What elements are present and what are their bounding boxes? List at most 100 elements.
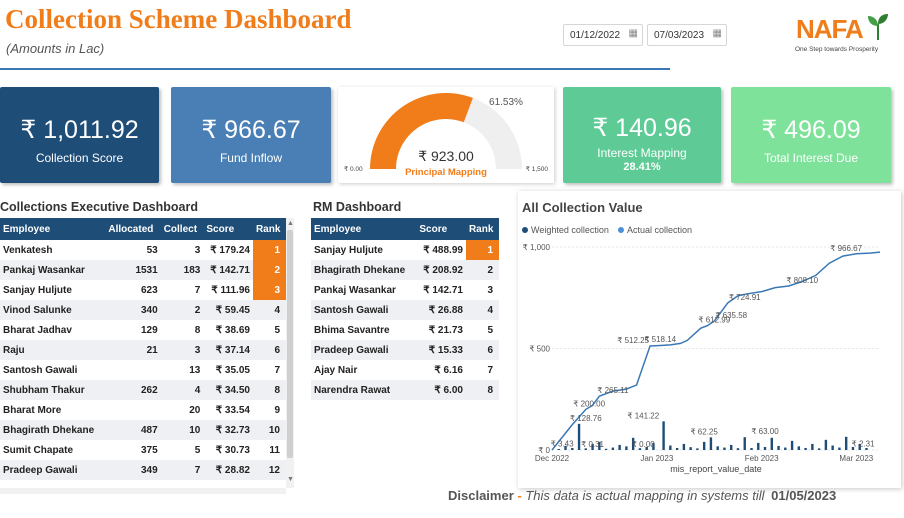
weighted-collection-bar[interactable]	[696, 448, 699, 450]
weighted-collection-bar[interactable]	[702, 441, 706, 450]
date-from-value: 01/12/2022	[570, 30, 621, 41]
weighted-collection-bar[interactable]	[736, 448, 740, 450]
weighted-collection-bar[interactable]	[723, 447, 726, 450]
column-header[interactable]: Employee	[0, 218, 106, 240]
table-cell: 487	[105, 420, 161, 440]
table-cell: 13	[189, 364, 201, 376]
weighted-collection-bar[interactable]	[577, 423, 581, 450]
weighted-collection-bar[interactable]	[804, 447, 807, 450]
rm-table: Employee Score Rank Sanjay Huljute ₹ 488.99…	[311, 218, 499, 400]
weighted-collection-bar[interactable]	[844, 436, 848, 450]
weighted-collection-bar[interactable]	[682, 443, 686, 450]
table-row[interactable]: Pradeep Gawali 349 7 ₹ 28.82 12	[0, 460, 286, 480]
column-header[interactable]: Allocated	[105, 218, 161, 240]
kpi-collection-score[interactable]: ₹ 1,011.92 Collection Score	[0, 87, 159, 183]
weighted-collection-bar[interactable]	[831, 445, 834, 450]
table-row[interactable]: Sanjay Huljute 623 7 ₹ 111.96 3	[0, 280, 286, 300]
date-from-input[interactable]: 01/12/2022 ▦	[563, 24, 643, 46]
table-row[interactable]: Vinod Salunke 340 2 ₹ 59.45 4	[0, 300, 286, 320]
principal-mapping-gauge[interactable]: ₹ 923.00 Principal Mapping ₹ 0.00 ₹ 1,500 61…	[338, 87, 554, 183]
weighted-collection-bar[interactable]	[571, 447, 574, 450]
weighted-collection-bar[interactable]	[743, 437, 746, 450]
scroll-up-icon[interactable]: ▲	[287, 220, 294, 227]
calendar-icon[interactable]: ▦	[628, 28, 638, 39]
table-row[interactable]: Ajay Nair ₹ 6.16 7	[311, 360, 499, 380]
column-header[interactable]: Score	[416, 218, 466, 240]
weighted-collection-bar[interactable]	[675, 447, 679, 450]
weighted-collection-bar[interactable]	[790, 440, 794, 450]
table-row[interactable]: Pankaj Wasankar 1531 183 ₹ 142.71 2	[0, 260, 286, 280]
column-header[interactable]: Rank	[252, 218, 286, 240]
table-row[interactable]: Santosh Gawali ₹ 26.88 4	[311, 300, 499, 320]
weighted-collection-bar[interactable]	[564, 445, 567, 450]
date-to-input[interactable]: 07/03/2023 ▦	[647, 24, 727, 46]
weighted-collection-bar[interactable]	[662, 421, 665, 450]
column-header[interactable]: Collect	[160, 218, 204, 240]
weighted-collection-bar[interactable]	[689, 447, 692, 450]
weighted-collection-bar[interactable]	[709, 437, 713, 450]
weighted-collection-bar[interactable]	[638, 448, 642, 450]
table-row[interactable]: Sanjay Huljute ₹ 488.99 1	[311, 240, 499, 260]
table-row[interactable]: Bharat Jadhav 129 8 ₹ 38.69 5	[0, 320, 286, 340]
legend-item[interactable]: Weighted collection	[531, 225, 609, 235]
table-row[interactable]: Pradeep Gawali ₹ 15.33 6	[311, 340, 499, 360]
weighted-collection-bar[interactable]	[763, 446, 767, 450]
weighted-collection-bar[interactable]	[669, 445, 672, 450]
collections-scrollbar[interactable]: ▲ ▼	[286, 218, 294, 488]
table-row[interactable]: Sumit Chapate 375 5 ₹ 30.73 11	[0, 440, 286, 460]
horizontal-scrollbar[interactable]	[0, 488, 286, 494]
table-row[interactable]: Narendra Rawat ₹ 6.00 8	[311, 380, 499, 400]
weighted-collection-bar[interactable]	[611, 447, 615, 450]
y-tick-label: ₹ 0	[538, 446, 550, 455]
kpi-total-interest-due[interactable]: ₹ 496.09 Total Interest Due	[731, 87, 891, 183]
calendar-icon[interactable]: ▦	[712, 28, 722, 39]
kpi-fund-inflow[interactable]: ₹ 966.67 Fund Inflow	[171, 87, 331, 183]
weighted-collection-bar[interactable]	[625, 446, 628, 450]
weighted-collection-bar[interactable]	[858, 443, 861, 450]
table-row[interactable]: Bhima Savantre ₹ 21.73 5	[311, 320, 499, 340]
table-row[interactable]: Venkatesh 53 3 ₹ 179.24 1	[0, 240, 286, 260]
weighted-collection-bar[interactable]	[557, 448, 560, 450]
weighted-collection-bar[interactable]	[730, 444, 733, 450]
actual-collection-line[interactable]	[551, 251, 881, 451]
weighted-collection-bar[interactable]	[838, 447, 841, 450]
table-cell: 2	[160, 300, 204, 320]
weighted-collection-bar[interactable]	[750, 447, 753, 450]
table-row[interactable]: Bharat More 20 ₹ 33.54 9	[0, 400, 286, 420]
scroll-down-icon[interactable]: ▼	[287, 476, 294, 483]
table-row[interactable]: Pankaj Wasankar ₹ 142.71 3	[311, 280, 499, 300]
weighted-collection-bar[interactable]	[784, 447, 787, 450]
all-collection-value-chart[interactable]: All Collection Value Weighted collection A…	[518, 191, 901, 488]
column-header[interactable]: Rank	[465, 218, 499, 240]
legend-item[interactable]: Actual collection	[627, 225, 692, 235]
weighted-collection-bar[interactable]	[591, 443, 594, 450]
table-row[interactable]: Raju 21 3 ₹ 37.14 6	[0, 340, 286, 360]
table-row[interactable]: Shubham Thakur 262 4 ₹ 34.50 8	[0, 380, 286, 400]
weighted-collection-bar[interactable]	[652, 442, 655, 450]
weighted-collection-bar[interactable]	[604, 448, 608, 450]
data-label: ₹ 200.00	[573, 399, 605, 408]
column-header[interactable]: Score	[203, 218, 253, 240]
weighted-collection-bar[interactable]	[618, 444, 621, 450]
column-header[interactable]: Employee	[311, 218, 417, 240]
weighted-collection-bar[interactable]	[631, 437, 635, 450]
weighted-collection-bar[interactable]	[797, 446, 801, 450]
table-cell: ₹ 179.24	[210, 244, 250, 256]
weighted-collection-bar[interactable]	[817, 448, 821, 450]
weighted-collection-bar[interactable]	[824, 439, 828, 450]
kpi-interest-mapping[interactable]: ₹ 140.96 Interest Mapping 28.41%	[563, 87, 721, 183]
table-row[interactable]: Santosh Gawali 13 ₹ 35.05 7	[0, 360, 286, 380]
weighted-collection-bar[interactable]	[865, 447, 868, 450]
weighted-collection-bar[interactable]	[851, 446, 855, 450]
scroll-thumb[interactable]	[287, 230, 293, 458]
weighted-collection-bar[interactable]	[777, 445, 780, 450]
weighted-collection-bar[interactable]	[811, 443, 814, 450]
weighted-collection-bar[interactable]	[770, 437, 773, 450]
table-row[interactable]: Bhagirath Dhekane ₹ 208.92 2	[311, 260, 499, 280]
weighted-collection-bar[interactable]	[584, 448, 588, 450]
table-row[interactable]: Bhagirath Dhekane 487 10 ₹ 32.73 10	[0, 420, 286, 440]
weighted-collection-bar[interactable]	[757, 442, 760, 450]
weighted-collection-bar[interactable]	[598, 441, 601, 450]
weighted-collection-bar[interactable]	[645, 446, 648, 450]
weighted-collection-bar[interactable]	[716, 446, 719, 450]
